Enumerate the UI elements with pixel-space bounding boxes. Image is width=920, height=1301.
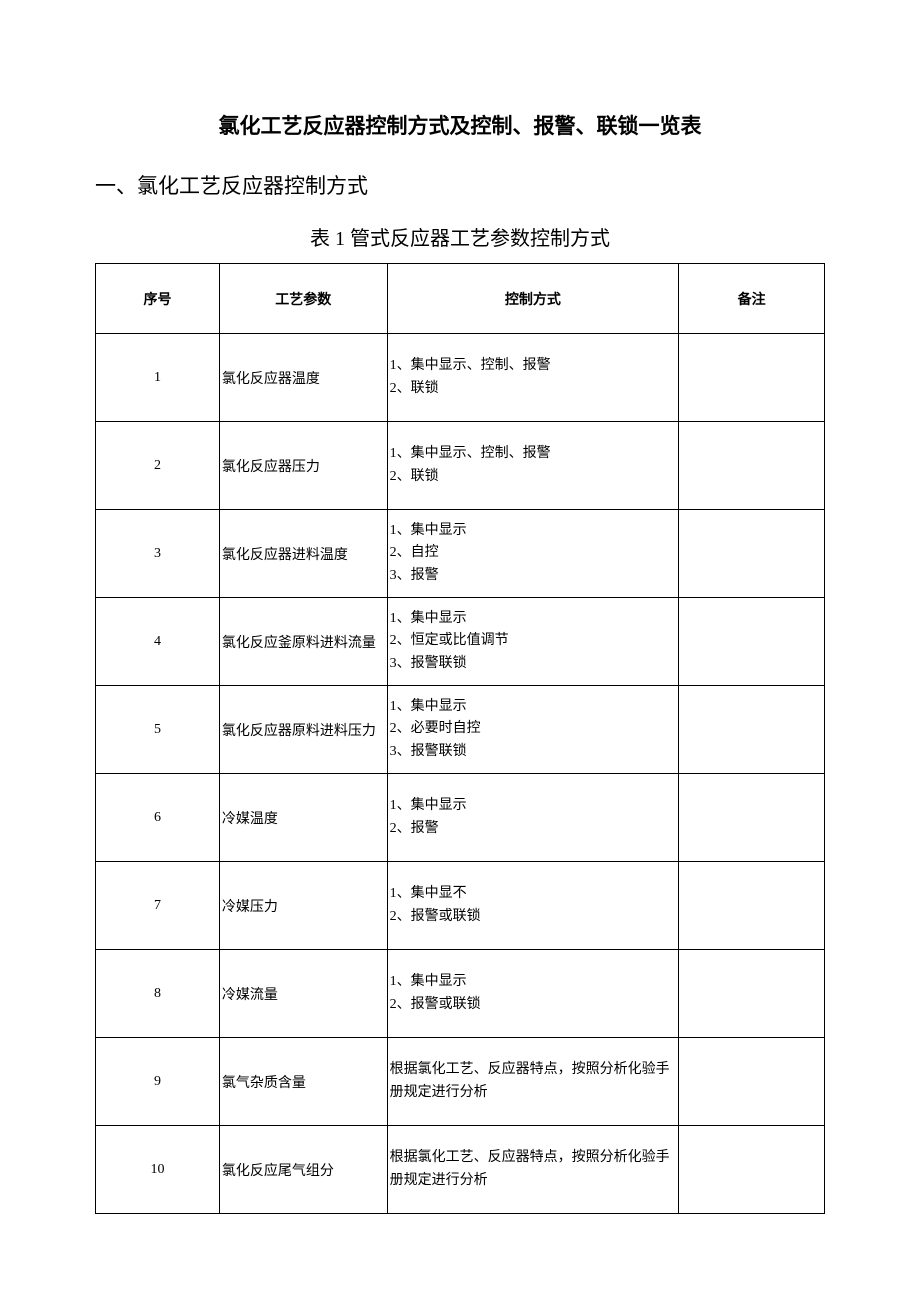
- cell-seq: 3: [96, 510, 220, 598]
- cell-param: 氯化反应器温度: [219, 334, 387, 422]
- cell-seq: 5: [96, 686, 220, 774]
- table-row: 1氯化反应器温度1、集中显示、控制、报警 2、联锁: [96, 334, 825, 422]
- cell-ctrl: 1、集中显示 2、报警或联锁: [387, 950, 679, 1038]
- cell-param: 氯化反应器原料进料压力: [219, 686, 387, 774]
- cell-note: [679, 862, 825, 950]
- table-row: 2氯化反应器压力1、集中显示、控制、报警 2、联锁: [96, 422, 825, 510]
- table-header-row: 序号 工艺参数 控制方式 备注: [96, 264, 825, 334]
- table-title: 表 1 管式反应器工艺参数控制方式: [95, 222, 825, 251]
- table-row: 10氯化反应尾气组分根据氯化工艺、反应器特点，按照分析化验手册规定进行分析: [96, 1126, 825, 1214]
- cell-seq: 9: [96, 1038, 220, 1126]
- cell-param: 氯化反应器压力: [219, 422, 387, 510]
- col-header-seq: 序号: [96, 264, 220, 334]
- cell-seq: 2: [96, 422, 220, 510]
- cell-ctrl: 1、集中显不 2、报警或联锁: [387, 862, 679, 950]
- cell-param: 氯气杂质含量: [219, 1038, 387, 1126]
- table-row: 5氯化反应器原料进料压力1、集中显示 2、必要时自控 3、报警联锁: [96, 686, 825, 774]
- cell-param: 冷媒流量: [219, 950, 387, 1038]
- cell-ctrl: 1、集中显示、控制、报警 2、联锁: [387, 422, 679, 510]
- cell-note: [679, 774, 825, 862]
- cell-seq: 1: [96, 334, 220, 422]
- cell-param: 冷媒温度: [219, 774, 387, 862]
- col-header-ctrl: 控制方式: [387, 264, 679, 334]
- cell-param: 冷媒压力: [219, 862, 387, 950]
- col-header-param: 工艺参数: [219, 264, 387, 334]
- cell-param: 氯化反应尾气组分: [219, 1126, 387, 1214]
- cell-note: [679, 686, 825, 774]
- cell-seq: 4: [96, 598, 220, 686]
- cell-ctrl: 1、集中显示、控制、报警 2、联锁: [387, 334, 679, 422]
- cell-note: [679, 334, 825, 422]
- table-row: 3氯化反应器进料温度1、集中显示 2、自控 3、报警: [96, 510, 825, 598]
- table-row: 7冷媒压力1、集中显不 2、报警或联锁: [96, 862, 825, 950]
- cell-seq: 8: [96, 950, 220, 1038]
- table-row: 9氯气杂质含量根据氯化工艺、反应器特点，按照分析化验手册规定进行分析: [96, 1038, 825, 1126]
- cell-ctrl: 1、集中显示 2、必要时自控 3、报警联锁: [387, 686, 679, 774]
- cell-param: 氯化反应釜原料进料流量: [219, 598, 387, 686]
- table-row: 6冷媒温度1、集中显示 2、报警: [96, 774, 825, 862]
- cell-note: [679, 422, 825, 510]
- table-row: 8冷媒流量1、集中显示 2、报警或联锁: [96, 950, 825, 1038]
- cell-note: [679, 950, 825, 1038]
- cell-note: [679, 1126, 825, 1214]
- table-row: 4氯化反应釜原料进料流量1、集中显示 2、恒定或比值调节 3、报警联锁: [96, 598, 825, 686]
- parameters-table: 序号 工艺参数 控制方式 备注 1氯化反应器温度1、集中显示、控制、报警 2、联…: [95, 263, 825, 1214]
- cell-ctrl: 1、集中显示 2、报警: [387, 774, 679, 862]
- table-body: 1氯化反应器温度1、集中显示、控制、报警 2、联锁2氯化反应器压力1、集中显示、…: [96, 334, 825, 1214]
- col-header-note: 备注: [679, 264, 825, 334]
- main-title: 氯化工艺反应器控制方式及控制、报警、联锁一览表: [95, 110, 825, 140]
- cell-note: [679, 598, 825, 686]
- cell-note: [679, 510, 825, 598]
- cell-ctrl: 根据氯化工艺、反应器特点，按照分析化验手册规定进行分析: [387, 1126, 679, 1214]
- cell-ctrl: 1、集中显示 2、恒定或比值调节 3、报警联锁: [387, 598, 679, 686]
- cell-seq: 7: [96, 862, 220, 950]
- section-title: 一、氯化工艺反应器控制方式: [95, 170, 825, 200]
- cell-note: [679, 1038, 825, 1126]
- cell-param: 氯化反应器进料温度: [219, 510, 387, 598]
- cell-ctrl: 根据氯化工艺、反应器特点，按照分析化验手册规定进行分析: [387, 1038, 679, 1126]
- cell-seq: 6: [96, 774, 220, 862]
- cell-seq: 10: [96, 1126, 220, 1214]
- cell-ctrl: 1、集中显示 2、自控 3、报警: [387, 510, 679, 598]
